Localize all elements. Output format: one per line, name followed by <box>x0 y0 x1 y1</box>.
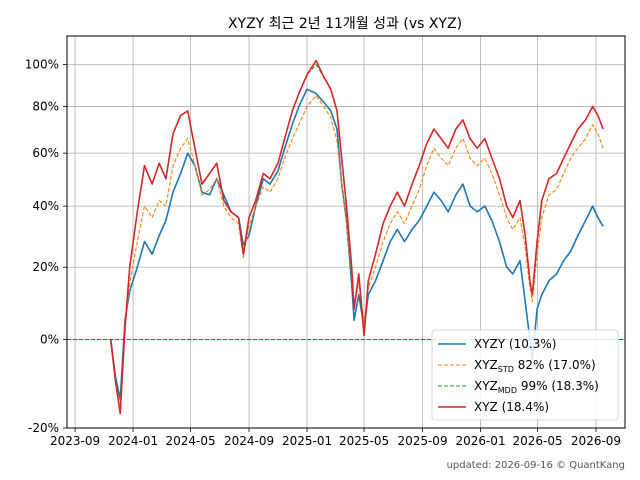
x-tick-label: 2025-01 <box>282 434 332 448</box>
series-line-3 <box>109 59 604 415</box>
series-line-0 <box>109 88 604 401</box>
y-tick-label: 0% <box>40 333 59 347</box>
y-tick-label: 40% <box>32 199 59 213</box>
plot-frame <box>66 35 626 429</box>
x-tick-label: 2026-05 <box>512 434 562 448</box>
legend: XYZY (10.3%) XYZSTD 82% (17.0%) XYZMDD 99%… <box>431 329 619 421</box>
legend-label-3: XYZ (18.4%) <box>474 400 549 414</box>
legend-box <box>431 329 619 421</box>
y-tick-label: 100% <box>25 58 59 72</box>
legend-label-0: XYZY (10.3%) <box>474 337 556 351</box>
legend-label-1: XYZSTD 82% (17.0%) <box>474 358 596 374</box>
y-tick-label: 60% <box>32 146 59 160</box>
x-tick-label: 2025-05 <box>339 434 389 448</box>
y-tick-label: -20% <box>28 421 59 435</box>
y-tick-label: 20% <box>32 260 59 274</box>
x-tick-label: 2024-01 <box>108 434 158 448</box>
chart-title: XYZY 최근 2년 11개월 성과 (vs XYZ) <box>228 16 462 32</box>
x-tick-label: 2024-09 <box>224 434 274 448</box>
y-tick-label: 80% <box>32 99 59 113</box>
x-tick-label: 2026-09 <box>571 434 621 448</box>
legend-label-2: XYZMDD 99% (18.3%) <box>474 379 599 395</box>
x-tick-label: 2024-05 <box>166 434 216 448</box>
x-tick-label: 2026-01 <box>455 434 505 448</box>
series-lines <box>67 59 625 415</box>
axes: 2023-09 2024-01 2024-05 2024-09 2025-01 2025-… <box>25 35 626 448</box>
series-line-1 <box>110 95 604 410</box>
footer-text: updated: 2026-09-16 © QuantKang <box>447 460 625 471</box>
x-tick-label: 2023-09 <box>50 434 100 448</box>
x-tick-label: 2025-09 <box>397 434 447 448</box>
